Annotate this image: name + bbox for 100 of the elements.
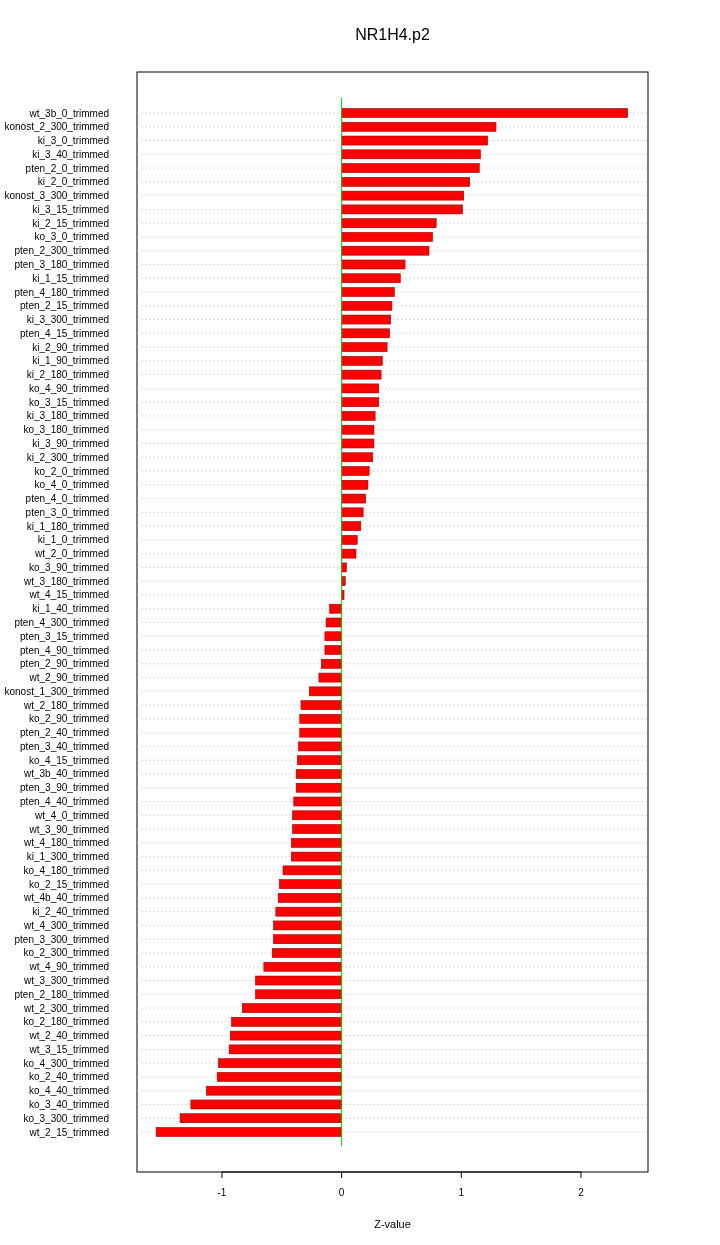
y-tick-label: ki_3_40_trimmed — [32, 148, 109, 160]
bar — [341, 300, 393, 311]
bar — [321, 659, 342, 669]
bar — [273, 920, 342, 931]
bar — [341, 480, 369, 490]
y-tick-label: wt_2_40_trimmed — [28, 1030, 109, 1042]
bar — [341, 259, 406, 270]
y-tick-label: wt_3b_40_trimmed — [22, 768, 109, 780]
bar — [206, 1085, 342, 1096]
y-tick-label: ki_2_0_trimmed — [37, 176, 109, 188]
bar — [216, 1072, 342, 1082]
y-tick-label: ko_3_40_trimmed — [28, 1098, 109, 1110]
y-tick-label: ki_1_90_trimmed — [32, 355, 109, 367]
bar — [329, 603, 342, 614]
y-tick-label: konost_1_300_trimmed — [4, 685, 109, 697]
y-tick-label: wt_2_300_trimmed — [22, 1002, 109, 1014]
y-tick-label: ki_3_300_trimmed — [26, 314, 109, 326]
y-tick-label: ki_1_15_trimmed — [32, 272, 109, 284]
y-tick-label: wt_2_0_trimmed — [34, 548, 109, 560]
bar — [295, 782, 342, 793]
bar — [341, 135, 488, 146]
y-tick-label: ko_4_300_trimmed — [23, 1057, 109, 1069]
y-tick-label: pten_3_90_trimmed — [20, 782, 109, 794]
y-tick-label: ki_1_0_trimmed — [37, 534, 109, 546]
y-tick-label: ki_1_180_trimmed — [26, 520, 109, 532]
y-tick-label: pten_2_90_trimmed — [20, 658, 109, 670]
bar — [341, 232, 433, 242]
bar — [275, 906, 342, 917]
y-tick-label: ko_4_90_trimmed — [28, 382, 109, 394]
bar — [277, 893, 342, 903]
bar — [341, 190, 465, 201]
y-tick-label: wt_2_180_trimmed — [22, 699, 109, 711]
x-tick-label: -1 — [217, 1187, 227, 1198]
bar — [341, 576, 346, 586]
bar — [341, 204, 463, 215]
y-tick-label: pten_3_0_trimmed — [25, 506, 109, 518]
y-tick-label: pten_4_180_trimmed — [14, 286, 109, 298]
y-tick-label: pten_4_40_trimmed — [20, 796, 109, 808]
x-tick-label: 0 — [338, 1187, 345, 1198]
y-tick-label: ko_4_40_trimmed — [28, 1085, 109, 1097]
bar — [341, 328, 390, 339]
y-tick-label: ko_2_0_trimmed — [34, 465, 109, 477]
bar — [155, 1127, 342, 1137]
y-tick-label: wt_2_90_trimmed — [28, 672, 109, 684]
bar — [291, 851, 342, 862]
y-tick-label: pten_2_15_trimmed — [20, 300, 109, 312]
y-tick-label: ki_2_300_trimmed — [26, 451, 109, 463]
bar — [341, 121, 497, 132]
bar — [341, 466, 370, 476]
bar — [295, 769, 342, 779]
bar — [341, 342, 388, 352]
y-tick-label: ko_2_180_trimmed — [23, 1016, 109, 1028]
bar — [263, 961, 342, 972]
y-tick-label: wt_3b_0_trimmed — [28, 107, 109, 119]
y-tick-label: ko_3_0_trimmed — [34, 231, 109, 243]
bar — [341, 369, 382, 380]
bar — [292, 824, 342, 834]
bar — [231, 1017, 342, 1027]
y-tick-label: ko_2_300_trimmed — [23, 947, 109, 959]
bar — [255, 989, 342, 1000]
y-tick-label: ki_3_0_trimmed — [37, 135, 109, 147]
bar — [318, 672, 342, 683]
chart-title: NR1H4.p2 — [355, 26, 430, 43]
bar — [341, 163, 480, 173]
y-tick-label: konost_2_300_trimmed — [4, 121, 109, 133]
y-tick-label: wt_3_15_trimmed — [28, 1043, 109, 1055]
bar — [341, 177, 470, 187]
bar — [282, 865, 342, 876]
y-tick-label: ki_2_15_trimmed — [32, 217, 109, 229]
bar — [271, 948, 342, 958]
y-tick-label: wt_3_300_trimmed — [22, 975, 109, 987]
y-tick-label: pten_2_300_trimmed — [14, 245, 109, 257]
bar — [298, 741, 342, 752]
bar — [228, 1044, 342, 1055]
bar — [179, 1113, 342, 1124]
bar — [341, 521, 362, 531]
bar — [325, 617, 342, 628]
bar — [341, 397, 380, 407]
y-tick-label: ko_3_15_trimmed — [28, 396, 109, 408]
y-tick-label: ko_3_90_trimmed — [28, 561, 109, 573]
bar — [324, 645, 342, 655]
bar — [341, 108, 628, 118]
bar — [341, 562, 347, 573]
bar — [218, 1058, 342, 1068]
bar — [293, 796, 342, 807]
y-tick-label: pten_2_0_trimmed — [25, 162, 109, 174]
bar — [341, 507, 364, 518]
bar — [341, 493, 366, 504]
y-tick-label: pten_4_300_trimmed — [14, 617, 109, 628]
bar — [341, 218, 437, 228]
bar — [341, 356, 383, 366]
y-tick-label: wt_4_90_trimmed — [28, 961, 109, 973]
bar — [341, 548, 357, 559]
bar — [273, 934, 342, 945]
bar — [341, 438, 375, 449]
y-tick-label: wt_4_15_trimmed — [28, 589, 109, 601]
bar — [279, 879, 342, 889]
y-tick-label: pten_2_180_trimmed — [14, 988, 109, 1000]
bar — [341, 424, 375, 435]
y-tick-label: wt_4_300_trimmed — [22, 919, 109, 931]
